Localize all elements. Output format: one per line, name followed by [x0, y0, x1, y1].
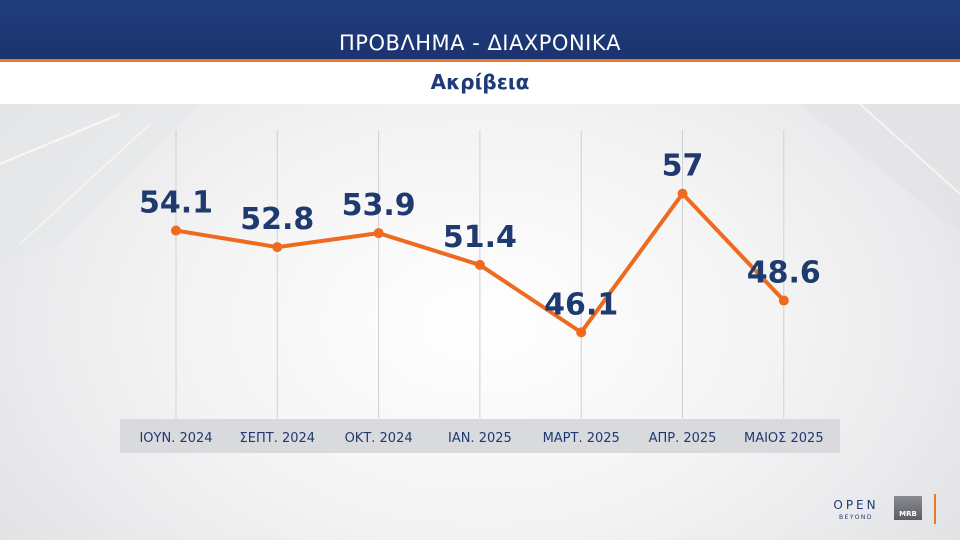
- subheader-bar: Ακρίβεια: [0, 62, 960, 104]
- value-label: 53.9: [342, 188, 416, 223]
- category-label: ΙΟΥΝ. 2024: [139, 431, 212, 446]
- value-label: 46.1: [544, 287, 618, 322]
- value-label: 54.1: [139, 186, 213, 221]
- value-label: 52.8: [240, 202, 314, 237]
- category-band: [120, 419, 840, 453]
- value-label: 51.4: [443, 220, 517, 255]
- background-decoration: [0, 104, 960, 264]
- chart-title: Ακρίβεια: [430, 70, 530, 94]
- data-point: [778, 295, 789, 306]
- data-point: [474, 259, 485, 270]
- data-point: [171, 225, 181, 236]
- mrb-logo-block: [894, 496, 922, 520]
- data-point: [576, 327, 587, 338]
- logo-divider: [934, 494, 936, 524]
- header-title: ΠΡΟΒΛΗΜΑ - ΔΙΑΧΡΟΝΙΚΑ: [338, 31, 621, 55]
- category-label: ΑΠΡ. 2025: [649, 431, 717, 446]
- open-logo: OPEN: [833, 498, 879, 512]
- category-label: ΟΚΤ. 2024: [345, 431, 413, 446]
- open-beyond-tagline: BEYOND: [838, 514, 874, 521]
- category-label: ΣΕΠΤ. 2024: [240, 431, 316, 446]
- data-point: [677, 188, 688, 199]
- value-label: 57: [662, 149, 704, 184]
- category-label: ΜΑΡΤ. 2025: [543, 431, 620, 446]
- data-point: [272, 242, 283, 253]
- grid-lines: [175, 130, 785, 418]
- mrb-logo: MRB: [899, 510, 917, 518]
- data-points: [171, 188, 789, 338]
- value-label: 48.6: [747, 256, 821, 291]
- category-label: ΜΑΙΟΣ 2025: [744, 431, 824, 446]
- category-label: ΙΑΝ. 2025: [448, 431, 512, 446]
- value-labels: 54.1 52.8 53.9 51.4 46.1 57 48.6: [139, 149, 821, 323]
- branding-logos: OPEN BEYOND MRB: [824, 494, 960, 534]
- category-labels: ΙΟΥΝ. 2024 ΣΕΠΤ. 2024 ΟΚΤ. 2024 ΙΑΝ. 2025 ΜΑ…: [139, 431, 823, 446]
- data-point: [373, 228, 384, 239]
- header-bar: ΠΡΟΒΛΗΜΑ - ΔΙΑΧΡΟΝΙΚΑ: [0, 0, 960, 62]
